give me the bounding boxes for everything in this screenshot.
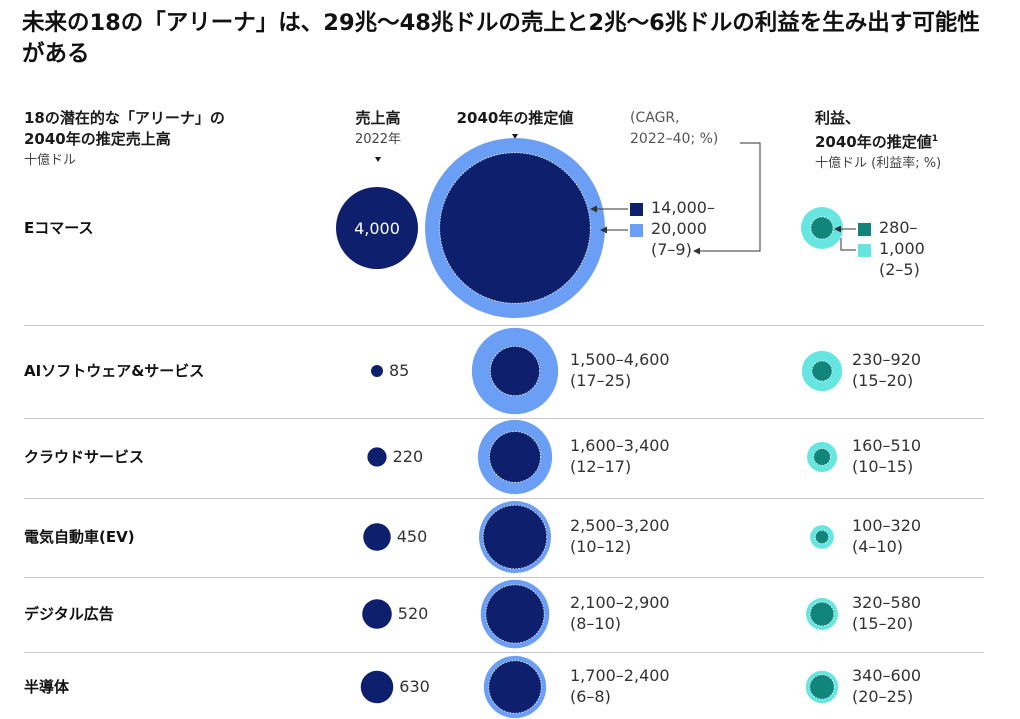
estimate-title: 2040年の推定値 (456, 109, 574, 127)
row-divider (24, 325, 984, 326)
cagr-line1: (CAGR, (630, 110, 680, 126)
row-1-revenue-2040-line: 20,000 (651, 219, 707, 238)
row-1-revenue-2040-low-bubble (439, 152, 591, 304)
row-1-revenue-2022-value: 4,000 (354, 219, 400, 238)
row-2-revenue-2040-line: 1,500–4,600 (570, 350, 670, 369)
row-1-profit-low-bubble (810, 216, 834, 240)
profit-arrow-low-head (834, 225, 841, 233)
legend-low-square (630, 203, 643, 216)
arrow-low-head (590, 205, 597, 213)
row-1-revenue-2040-line: (7–9) (651, 240, 692, 259)
cagr-line2: 2022–40; %) (630, 131, 719, 147)
row-divider (24, 652, 984, 653)
row-1-profit-line: 1,000 (879, 239, 925, 258)
revenue-header-arrow (375, 157, 381, 162)
row-4-revenue-2022-value: 450 (396, 527, 428, 546)
profit-line2: 2040年の推定値 (815, 133, 932, 151)
row-3-profit-line: 160–510 (852, 436, 922, 455)
row-5-label: デジタル広告 (24, 605, 114, 623)
row-5-revenue-2022-value: 520 (397, 604, 429, 623)
row-4-label: 電気自動車(EV) (24, 528, 135, 546)
row-2-revenue-2022-value: 85 (388, 361, 410, 380)
row-1-profit-line: 280– (879, 218, 918, 237)
profit-unit: 十億ドル (利益率; %) (815, 156, 942, 171)
row-4-profit-line: (4–10) (852, 537, 904, 556)
arena-unit: 十億ドル (24, 153, 77, 168)
row-3-revenue-2040-line: 1,600–3,400 (570, 436, 670, 455)
profit-footnote: 1 (931, 134, 939, 144)
arrow-high-head (600, 226, 607, 234)
chart-title: 未来の18の「アリーナ」は、29兆〜48兆ドルの売上と2兆〜6兆ドルの利益を生み… (22, 10, 980, 67)
profit-line1: 利益、 (815, 109, 861, 127)
revenue-2022-header: 売上高 2022年 (338, 108, 418, 150)
row-3-revenue-2022-value: 220 (392, 447, 424, 466)
row-2-profit-low-bubble (811, 360, 833, 382)
row-6-revenue-2040-line: 1,700–2,400 (570, 666, 670, 685)
row-2-profit-line: 230–920 (852, 350, 922, 369)
row-3-label: クラウドサービス (24, 448, 145, 466)
estimate-header-arrow (512, 134, 518, 139)
profit-header: 利益、 2040年の推定値1 十億ドル (利益率; %) (815, 108, 1005, 174)
row-2-revenue-2022-bubble (371, 365, 383, 377)
row-6-revenue-2022-bubble (360, 670, 394, 704)
row-5-profit-low-bubble (809, 601, 835, 627)
row-6-profit-line: (20–25) (852, 687, 914, 706)
row-6-revenue-2040-line: (6–8) (570, 687, 611, 706)
arena-header-line1: 18の潜在的な「アリーナ」の (24, 109, 225, 127)
revenue-title: 売上高 (355, 109, 401, 127)
cagr-connector-head (693, 247, 700, 255)
row-divider (24, 418, 984, 419)
legend-profit-high-square (858, 244, 871, 257)
estimate-2040-header: 2040年の推定値 (440, 108, 590, 129)
row-5-revenue-2040-low-bubble (485, 584, 545, 644)
revenue-year: 2022年 (354, 132, 402, 147)
row-2-revenue-2040-line: (17–25) (570, 371, 632, 390)
row-4-profit-line: 100–320 (852, 516, 922, 535)
row-4-revenue-2040-line: 2,500–3,200 (570, 516, 670, 535)
row-6-revenue-2040-low-bubble (488, 660, 542, 714)
row-3-revenue-2022-bubble (367, 447, 387, 467)
row-6-revenue-2022-value: 630 (399, 677, 430, 696)
row-5-revenue-2040-line: 2,100–2,900 (570, 593, 670, 612)
row-4-revenue-2040-line: (10–12) (570, 537, 632, 556)
row-2-label: AIソフトウェア&サービス (24, 362, 205, 380)
row-1-revenue-2040-line: 14,000– (651, 198, 715, 217)
legend-profit-low-square (858, 223, 871, 236)
row-3-revenue-2040-low-bubble (489, 431, 541, 483)
row-5-revenue-2040-line: (8–10) (570, 614, 622, 633)
row-4-profit-low-bubble (814, 529, 830, 545)
profit-arrow-high (840, 238, 856, 251)
row-6-label: 半導体 (24, 678, 70, 696)
row-3-profit-line: (10–15) (852, 457, 914, 476)
cagr-header: (CAGR, 2022–40; %) (630, 108, 750, 150)
arena-header-line2: 2040年の推定売上高 (24, 130, 171, 148)
row-1-profit-line: (2–5) (879, 260, 920, 279)
arena-header: 18の潜在的な「アリーナ」の 2040年の推定売上高 十億ドル (24, 108, 314, 171)
row-divider (24, 498, 984, 499)
row-2-revenue-2040-low-bubble (489, 345, 541, 397)
row-1-revenue-2022-bubble (336, 187, 418, 269)
row-6-profit-low-bubble (809, 674, 835, 700)
row-5-profit-line: (15–20) (852, 614, 914, 633)
row-divider (24, 577, 984, 578)
row-3-revenue-2040-line: (12–17) (570, 457, 632, 476)
row-2-profit-line: (15–20) (852, 371, 914, 390)
row-1-label: Eコマース (24, 219, 94, 237)
cagr-connector (699, 142, 761, 252)
row-6-profit-line: 340–600 (852, 666, 922, 685)
row-4-revenue-2022-bubble (363, 523, 391, 551)
row-3-profit-low-bubble (813, 448, 831, 466)
row-5-revenue-2022-bubble (362, 599, 392, 629)
row-4-revenue-2040-low-bubble (482, 504, 548, 570)
legend-high-square (630, 224, 643, 237)
row-5-profit-line: 320–580 (852, 593, 922, 612)
